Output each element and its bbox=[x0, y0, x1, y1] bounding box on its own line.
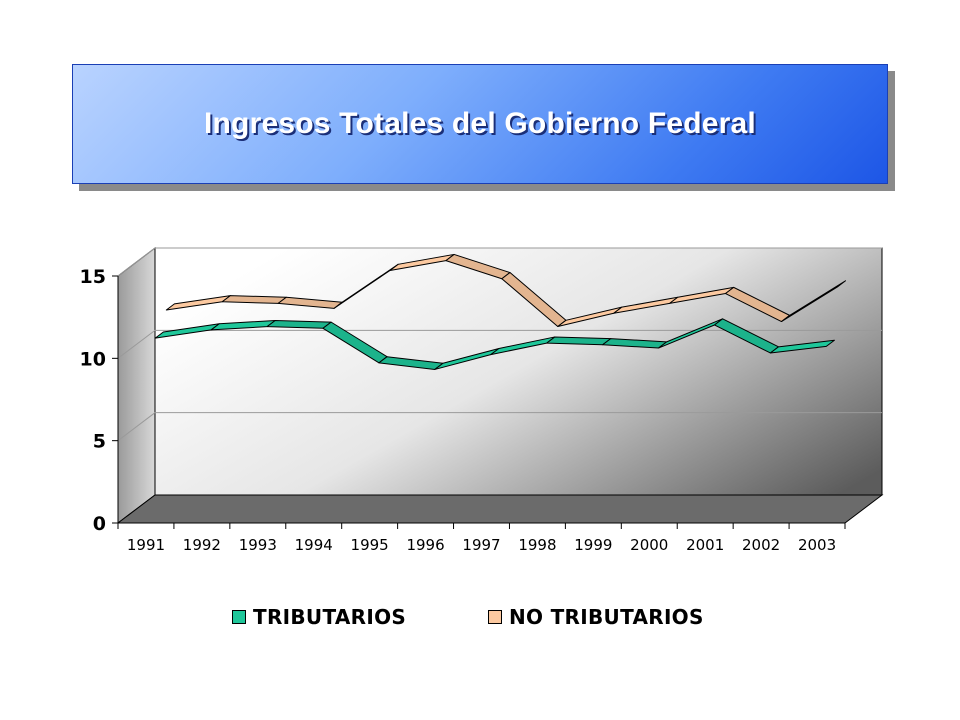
legend-label-tributarios: TRIBUTARIOS bbox=[253, 605, 407, 629]
x-tick-label: 1995 bbox=[351, 536, 389, 554]
x-tick-label: 1993 bbox=[239, 536, 277, 554]
ribbon-segment-tributarios bbox=[266, 319, 332, 329]
x-tick-label: 2001 bbox=[686, 536, 724, 554]
y-tick-label: 5 bbox=[93, 431, 106, 453]
page-title: Ingresos Totales del Gobierno Federal bbox=[204, 107, 756, 140]
y-tick-label: 15 bbox=[80, 266, 106, 288]
ribbon-segment-tributarios bbox=[546, 336, 612, 346]
x-tick-label: 1997 bbox=[462, 536, 500, 554]
ribbon-tributarios bbox=[154, 318, 835, 370]
legend-item-no-tributarios: NO TRIBUTARIOS bbox=[488, 605, 704, 629]
floor bbox=[116, 494, 884, 524]
title-box: Ingresos Totales del Gobierno Federal bbox=[72, 64, 888, 184]
x-tick-label: 1998 bbox=[518, 536, 556, 554]
legend-item-tributarios: TRIBUTARIOS bbox=[232, 605, 406, 629]
x-tick-label: 1992 bbox=[183, 536, 221, 554]
legend: TRIBUTARIOS NO TRIBUTARIOS bbox=[0, 605, 960, 635]
gridline bbox=[117, 329, 882, 359]
x-tick-label: 2003 bbox=[798, 536, 836, 554]
gridline bbox=[117, 247, 882, 277]
x-tick-label: 1991 bbox=[127, 536, 165, 554]
x-tick-label: 2002 bbox=[742, 536, 780, 554]
ribbon-segment-tributarios bbox=[769, 339, 835, 354]
x-tick-label: 1994 bbox=[295, 536, 333, 554]
side-wall bbox=[117, 246, 156, 525]
legend-swatch-no-tributarios bbox=[488, 610, 502, 624]
x-tick-label: 2000 bbox=[630, 536, 668, 554]
y-tick-label: 0 bbox=[93, 513, 106, 535]
ribbon-segment-no-tributarios bbox=[221, 295, 287, 304]
ribbon-no-tributarios bbox=[165, 253, 847, 327]
x-tick-label: 1999 bbox=[574, 536, 612, 554]
legend-swatch-tributarios bbox=[232, 610, 246, 624]
x-tick-label: 1996 bbox=[406, 536, 444, 554]
ribbon-segment-no-tributarios bbox=[780, 280, 847, 323]
legend-label-no-tributarios: NO TRIBUTARIOS bbox=[509, 605, 704, 629]
y-tick-label: 10 bbox=[80, 348, 106, 370]
gridline bbox=[117, 412, 882, 442]
